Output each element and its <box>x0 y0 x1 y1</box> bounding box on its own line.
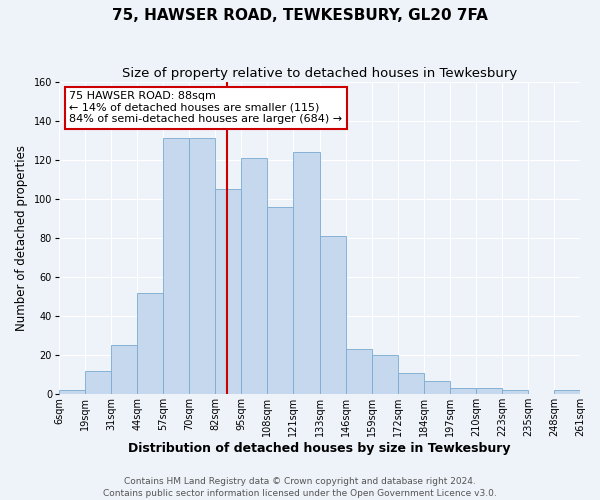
Bar <box>137 292 163 394</box>
Bar <box>189 138 215 394</box>
Bar <box>163 138 189 394</box>
Bar <box>371 355 398 395</box>
Bar <box>502 390 528 394</box>
Bar <box>215 189 241 394</box>
Bar <box>398 373 424 394</box>
Text: Contains HM Land Registry data © Crown copyright and database right 2024.
Contai: Contains HM Land Registry data © Crown c… <box>103 476 497 498</box>
Bar <box>59 390 85 394</box>
Bar <box>241 158 268 394</box>
Bar <box>268 206 293 394</box>
Bar <box>293 152 320 394</box>
Bar <box>476 388 502 394</box>
Bar <box>424 380 450 394</box>
Bar <box>450 388 476 394</box>
Y-axis label: Number of detached properties: Number of detached properties <box>15 145 28 331</box>
Text: 75 HAWSER ROAD: 88sqm
← 14% of detached houses are smaller (115)
84% of semi-det: 75 HAWSER ROAD: 88sqm ← 14% of detached … <box>70 91 343 124</box>
Bar <box>85 371 111 394</box>
Bar <box>320 236 346 394</box>
X-axis label: Distribution of detached houses by size in Tewkesbury: Distribution of detached houses by size … <box>128 442 511 455</box>
Text: 75, HAWSER ROAD, TEWKESBURY, GL20 7FA: 75, HAWSER ROAD, TEWKESBURY, GL20 7FA <box>112 8 488 22</box>
Bar <box>111 346 137 395</box>
Bar <box>554 390 580 394</box>
Bar <box>346 350 371 395</box>
Title: Size of property relative to detached houses in Tewkesbury: Size of property relative to detached ho… <box>122 68 517 80</box>
